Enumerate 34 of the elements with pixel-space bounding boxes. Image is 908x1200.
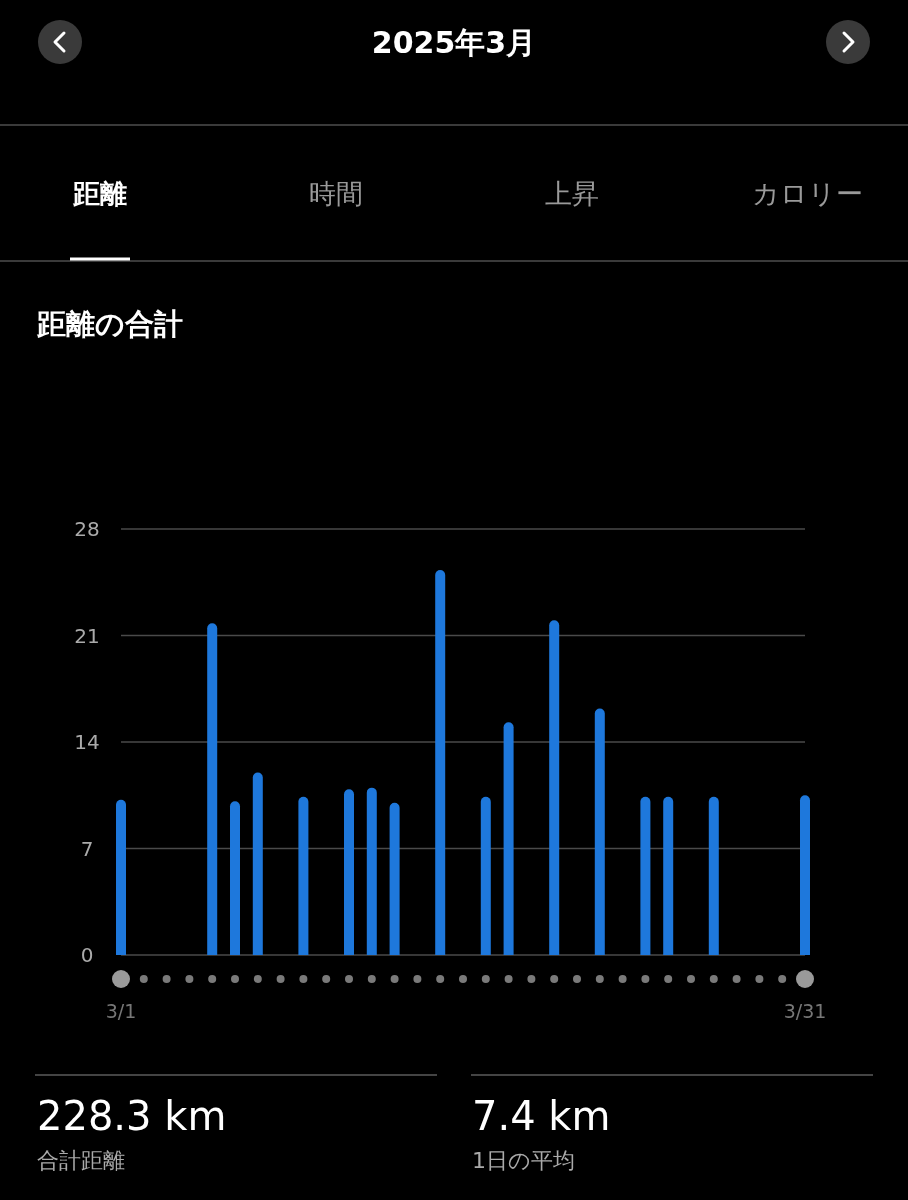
bar [435,570,446,955]
text: 上昇 [545,178,599,209]
bar [480,796,491,955]
y-tick-label: 0 [80,943,94,967]
bar [594,708,605,955]
bar [252,772,263,955]
x-tick-label: 3/1 [105,1000,137,1022]
text: 7.4 km [472,1093,611,1139]
y-tick-label: 28 [74,517,100,541]
bar [800,795,810,955]
bar [549,620,560,955]
text: 距離 [72,178,127,209]
text: 合計距離 [37,1148,125,1173]
text: 228.3 km [37,1093,227,1139]
bar [298,796,309,955]
y-tick-label: 7 [80,836,94,861]
x-tick-label: 3/31 [783,1000,827,1022]
bar [663,796,674,955]
y-tick-label: 21 [74,623,100,648]
text: 1日の平均 [472,1148,575,1173]
bar [207,623,218,955]
bar [503,722,514,955]
y-tick-label: 14 [74,730,100,754]
bar [116,799,126,955]
chart-subtitle: 距離の合計 [36,307,183,341]
text: カロリー [751,178,863,209]
bar [389,802,400,955]
chart-title: 2025年3月 [371,25,537,60]
bar [344,789,354,955]
bar [708,796,719,955]
bar [230,801,240,955]
bar [366,787,377,955]
bar [640,796,651,955]
text: 時間 [309,178,363,209]
